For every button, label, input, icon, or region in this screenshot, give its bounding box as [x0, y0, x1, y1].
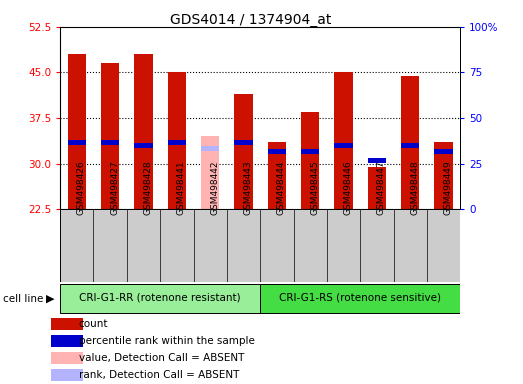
Bar: [51, 352, 83, 364]
Bar: [51, 318, 83, 330]
Bar: [368, 158, 386, 163]
Bar: [168, 140, 186, 145]
Bar: [168, 73, 186, 209]
Text: percentile rank within the sample: percentile rank within the sample: [78, 336, 255, 346]
Bar: [60, 209, 460, 282]
Bar: [51, 335, 83, 347]
Text: GSM498449: GSM498449: [444, 161, 452, 215]
Text: GSM498428: GSM498428: [143, 161, 153, 215]
Bar: [134, 143, 153, 148]
Bar: [60, 284, 260, 313]
Bar: [334, 73, 353, 209]
Bar: [401, 76, 419, 209]
Bar: [101, 63, 119, 209]
Bar: [301, 112, 320, 209]
Text: count: count: [78, 319, 108, 329]
Text: GSM498448: GSM498448: [410, 161, 419, 215]
Bar: [401, 143, 419, 148]
Bar: [201, 136, 219, 209]
Bar: [201, 146, 219, 151]
Bar: [368, 167, 386, 209]
Bar: [234, 94, 253, 209]
Bar: [435, 142, 453, 209]
Bar: [101, 140, 119, 145]
Text: GSM498445: GSM498445: [310, 161, 319, 215]
Text: GSM498447: GSM498447: [377, 161, 386, 215]
Bar: [435, 149, 453, 154]
Bar: [67, 140, 86, 145]
Text: rank, Detection Call = ABSENT: rank, Detection Call = ABSENT: [78, 369, 239, 380]
Text: GSM498427: GSM498427: [110, 161, 119, 215]
Bar: [134, 54, 153, 209]
Bar: [67, 54, 86, 209]
Bar: [301, 149, 320, 154]
Text: GSM498443: GSM498443: [244, 161, 253, 215]
Text: value, Detection Call = ABSENT: value, Detection Call = ABSENT: [78, 353, 244, 363]
Bar: [51, 369, 83, 381]
Text: ▶: ▶: [47, 293, 55, 304]
Bar: [234, 140, 253, 145]
Bar: [334, 143, 353, 148]
Text: cell line: cell line: [3, 293, 43, 304]
Text: GSM498444: GSM498444: [277, 161, 286, 215]
Text: CRI-G1-RS (rotenone sensitive): CRI-G1-RS (rotenone sensitive): [279, 293, 441, 303]
Text: GSM498441: GSM498441: [177, 161, 186, 215]
Bar: [268, 149, 286, 154]
Text: GSM498446: GSM498446: [344, 161, 353, 215]
Text: GSM498442: GSM498442: [210, 161, 219, 215]
Text: CRI-G1-RR (rotenone resistant): CRI-G1-RR (rotenone resistant): [79, 293, 241, 303]
Text: GSM498426: GSM498426: [77, 161, 86, 215]
Bar: [268, 142, 286, 209]
Bar: [260, 284, 460, 313]
Text: GDS4014 / 1374904_at: GDS4014 / 1374904_at: [170, 13, 332, 27]
